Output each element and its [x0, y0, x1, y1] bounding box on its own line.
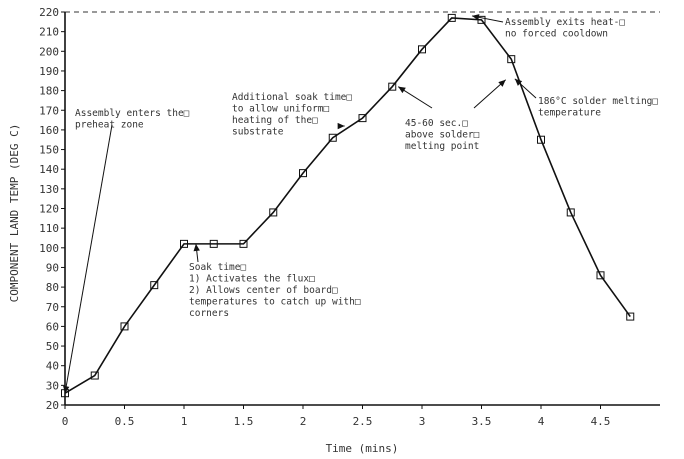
data-point-marker — [507, 55, 516, 64]
y-tick-label: 180 — [39, 85, 59, 98]
data-point-marker — [90, 371, 99, 380]
y-tick-label: 200 — [39, 45, 59, 58]
annotation-text-line: 2) Allows center of board□ — [189, 285, 338, 296]
annotations: Assembly enters the□preheat zone Soak tim… — [63, 14, 658, 394]
data-point-marker — [180, 239, 188, 248]
annotation-text-line: 1) Activates the flux□ — [189, 274, 315, 285]
annotation-text-line: Soak time□ — [189, 262, 246, 273]
data-point-marker — [626, 312, 635, 321]
y-tick-label: 190 — [39, 65, 59, 78]
annotation-text-line: preheat zone — [75, 120, 144, 131]
data-point-marker — [388, 82, 397, 91]
data-point-marker — [358, 114, 367, 123]
data-point-marker — [269, 208, 278, 217]
annotation-text-line: melting point — [405, 141, 479, 152]
y-tick-label: 140 — [39, 163, 59, 176]
x-axis-title: Time (mins) — [326, 442, 399, 455]
data-point-marker — [537, 135, 545, 144]
x-tick-label: 0 — [62, 415, 69, 428]
annotation-text-line: Assembly exits heat-□ — [505, 17, 625, 28]
annotation-text-line: temperatures to catch up with□ — [189, 297, 361, 308]
y-axis-title: COMPONENT LAND TEMP (DEG C) — [8, 124, 21, 303]
x-tick-label: 4 — [538, 415, 545, 428]
annotation-text-line: above solder□ — [405, 130, 480, 141]
annotation-text-line: no forced cooldown — [505, 29, 608, 40]
annotation-text-line: substrate — [232, 127, 284, 138]
data-point-marker — [418, 45, 426, 54]
arrow-head — [514, 78, 523, 86]
annotation-text-line: 186°C solder melting□ — [538, 96, 658, 107]
data-point-marker — [328, 133, 337, 142]
y-tick-label: 110 — [39, 222, 59, 235]
data-point-marker — [596, 271, 605, 280]
arrow-head — [398, 86, 406, 94]
annotation-arrow — [473, 79, 507, 109]
y-tick-label: 210 — [39, 26, 59, 39]
annotation-text-line: temperature — [538, 108, 601, 119]
y-tick-label: 80 — [46, 281, 59, 294]
x-tick-label: 1 — [181, 415, 188, 428]
annotation-text-line: 45-60 sec.□ — [405, 118, 468, 129]
arrow-head — [193, 243, 200, 252]
x-tick-label: 1.5 — [234, 415, 254, 428]
y-tick-label: 50 — [46, 340, 59, 353]
x-tick-label: 4.5 — [591, 415, 611, 428]
annotation-text-line: corners — [189, 308, 229, 319]
y-tick-label: 100 — [39, 242, 59, 255]
arrow-head — [337, 122, 345, 130]
x-axis-ticks: 0 0.5 1 1.5 2 2.5 3 3.5 4 4.5 — [62, 405, 611, 428]
y-tick-label: 20 — [46, 399, 59, 412]
arrow-head — [498, 79, 506, 87]
x-tick-label: 3 — [419, 415, 426, 428]
y-tick-label: 60 — [46, 320, 59, 333]
series-line — [64, 17, 631, 394]
data-point-marker — [209, 239, 218, 248]
y-tick-label: 170 — [39, 104, 59, 117]
y-axis-ticks: 20 30 40 50 60 70 80 90 100 110 120 130 140 150 160 170… — [39, 6, 65, 412]
x-tick-label: 2.5 — [353, 415, 373, 428]
x-tick-label: 3.5 — [472, 415, 492, 428]
annotation-arrow — [64, 124, 113, 394]
arrow-head — [471, 14, 480, 21]
data-point-marker — [120, 322, 129, 331]
data-point-marker — [447, 13, 456, 22]
y-tick-label: 70 — [46, 301, 59, 314]
y-tick-label: 160 — [39, 124, 59, 137]
x-tick-label: 2 — [300, 415, 307, 428]
annotation-text-line: Assembly enters the□ — [75, 108, 190, 119]
y-tick-label: 220 — [39, 6, 59, 19]
y-tick-label: 30 — [46, 379, 59, 392]
data-point-marker — [299, 169, 307, 178]
plot-axes — [64, 12, 660, 406]
data-point-marker — [566, 208, 575, 217]
x-tick-label: 0.5 — [115, 415, 135, 428]
arrow-head — [63, 385, 70, 394]
annotation-text-line: to allow uniform□ — [232, 104, 330, 115]
y-tick-label: 120 — [39, 203, 59, 216]
annotation-text-line: Additional soak time□ — [232, 92, 352, 103]
y-tick-label: 90 — [46, 261, 59, 274]
data-point-marker — [239, 239, 248, 248]
y-tick-label: 150 — [39, 144, 59, 157]
data-point-marker — [150, 281, 159, 290]
y-tick-label: 40 — [46, 360, 59, 373]
annotation-text-line: heating of the□ — [232, 115, 318, 126]
data-series — [61, 13, 635, 398]
y-tick-label: 130 — [39, 183, 59, 196]
